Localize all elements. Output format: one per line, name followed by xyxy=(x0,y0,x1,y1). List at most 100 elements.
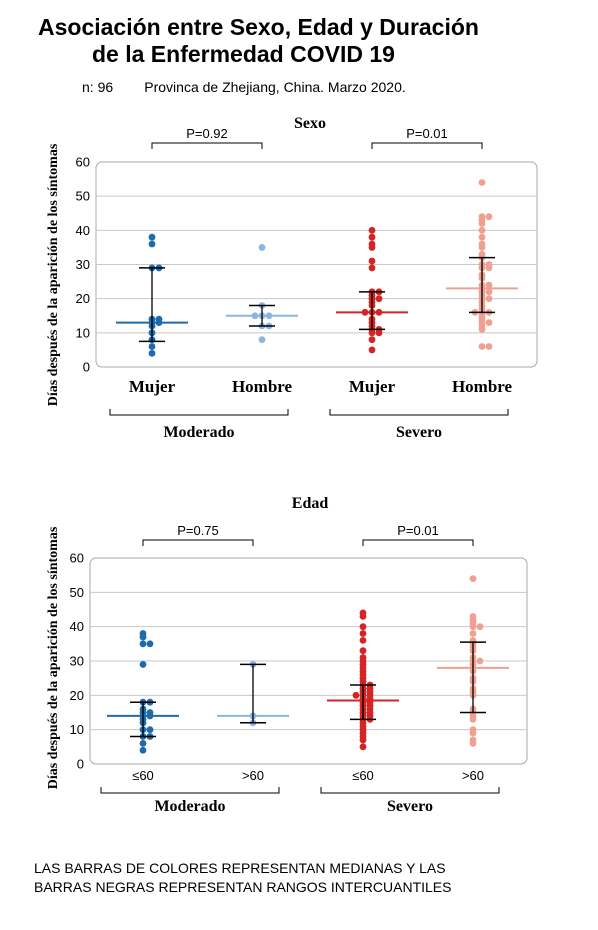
chart-2: 0 10 20 30 40 50 60 Edad Días después de la apar… xyxy=(46,495,528,815)
data-point xyxy=(368,257,376,265)
y-tick-label: 0 xyxy=(83,360,90,375)
y-tick-label: 50 xyxy=(70,585,84,600)
data-point xyxy=(485,343,493,350)
series-1 xyxy=(116,233,188,357)
series-3 xyxy=(327,609,399,751)
y-tick-label: 30 xyxy=(76,257,90,272)
y-tick-label: 20 xyxy=(76,291,90,306)
data-point xyxy=(478,226,486,234)
x-category-label: Hombre xyxy=(452,377,513,396)
data-point xyxy=(469,729,477,737)
data-point xyxy=(476,657,484,665)
y-tick-label: 60 xyxy=(70,551,84,566)
x-category-label: Mujer xyxy=(129,377,176,396)
main-title: Asociación entre Sexo, Edad y Duración d… xyxy=(0,14,598,68)
charts-container: 0 10 20 30 40 50 60 Sexo Días después de la apar… xyxy=(46,115,538,815)
p-value-label: P=0.01 xyxy=(397,523,439,538)
data-point xyxy=(368,346,376,354)
p-value-label: P=0.01 xyxy=(406,126,448,141)
location-label: Provinca de Zhejiang, China. Marzo 2020. xyxy=(144,79,406,95)
data-point xyxy=(478,220,486,227)
data-point xyxy=(368,329,376,337)
p-value-bracket xyxy=(151,142,263,149)
series-3 xyxy=(336,226,408,354)
data-point xyxy=(359,637,367,644)
group-bracket xyxy=(320,787,500,794)
p-value-label: P=0.92 xyxy=(186,126,228,141)
data-point xyxy=(368,336,376,344)
x-category-label: >60 xyxy=(242,768,264,783)
series-4 xyxy=(437,575,509,747)
data-point xyxy=(139,740,147,747)
data-point xyxy=(476,623,484,631)
data-point xyxy=(469,623,477,631)
data-point xyxy=(485,213,493,221)
data-point xyxy=(139,640,147,648)
data-point xyxy=(258,336,266,344)
y-tick-label: 60 xyxy=(76,155,90,170)
data-point xyxy=(478,343,486,350)
data-point xyxy=(148,240,156,248)
p-value-label: P=0.75 xyxy=(177,523,219,538)
y-tick-label: 0 xyxy=(77,757,84,772)
data-point xyxy=(359,612,367,620)
p-value-bracket xyxy=(142,539,254,546)
data-point xyxy=(469,630,477,637)
data-point xyxy=(139,633,147,641)
data-point xyxy=(485,281,493,289)
footnote-line-1: LAS BARRAS DE COLORES REPRESENTAN MEDIAN… xyxy=(34,860,446,876)
data-point xyxy=(478,244,486,251)
data-point xyxy=(469,740,477,747)
y-tick-label: 10 xyxy=(76,325,90,340)
group-bracket xyxy=(109,409,289,416)
data-point xyxy=(375,329,383,337)
data-point xyxy=(485,319,493,326)
series-2 xyxy=(217,661,289,727)
x-category-label: ≤60 xyxy=(132,768,154,783)
data-point xyxy=(146,726,154,734)
y-axis-label: Días después de la aparición de los sínt… xyxy=(46,143,61,406)
group-bracket xyxy=(100,787,280,794)
data-point xyxy=(478,326,486,333)
main-title-line-1: Asociación entre Sexo, Edad y Duración xyxy=(38,14,479,40)
data-point xyxy=(368,264,376,272)
footnote-line-2: BARRAS NEGRAS REPRESENTAN RANGOS INTERCU… xyxy=(34,879,452,895)
group-label: Moderado xyxy=(154,798,225,815)
data-point xyxy=(485,264,493,272)
y-tick-label: 10 xyxy=(70,722,84,737)
p-value-bracket xyxy=(362,539,474,546)
data-point xyxy=(359,736,367,744)
group-label: Moderado xyxy=(163,424,234,441)
chart-1: 0 10 20 30 40 50 60 Sexo Días después de la apar… xyxy=(46,115,538,441)
data-point xyxy=(359,630,367,637)
data-point xyxy=(485,295,493,303)
y-tick-label: 30 xyxy=(70,654,84,669)
x-category-label: Hombre xyxy=(232,377,293,396)
y-tick-label: 20 xyxy=(70,688,84,703)
data-point xyxy=(139,661,147,668)
x-category-label: Mujer xyxy=(349,377,396,396)
x-category-label: >60 xyxy=(462,768,484,783)
data-point xyxy=(139,746,147,754)
data-point xyxy=(485,288,493,296)
data-point xyxy=(368,226,376,234)
y-tick-label: 40 xyxy=(70,619,84,634)
group-bracket xyxy=(329,409,509,416)
data-point xyxy=(359,743,367,751)
main-title-line-2: de la Enfermedad COVID 19 xyxy=(92,41,395,67)
data-point xyxy=(469,715,477,723)
p-value-bracket xyxy=(371,142,483,149)
x-category-label: ≤60 xyxy=(352,768,374,783)
chart-title: Edad xyxy=(292,495,329,512)
group-label: Severo xyxy=(396,424,442,441)
y-tick-label: 50 xyxy=(76,189,90,204)
series-4 xyxy=(446,179,518,350)
data-point xyxy=(375,295,383,303)
data-point xyxy=(146,640,154,648)
data-point xyxy=(148,349,156,357)
data-point xyxy=(478,179,486,186)
chart-title: Sexo xyxy=(294,115,326,132)
data-point xyxy=(258,244,266,251)
data-point xyxy=(359,647,367,655)
footnote: LAS BARRAS DE COLORES REPRESENTAN MEDIAN… xyxy=(34,859,451,897)
